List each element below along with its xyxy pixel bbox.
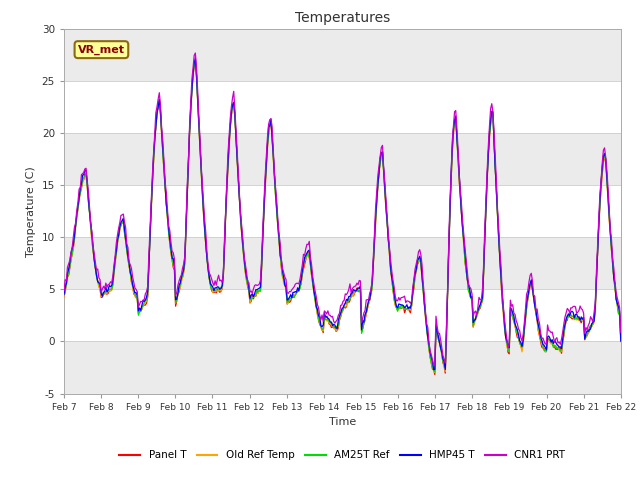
Bar: [64, 289, 621, 341]
Y-axis label: Temperature (C): Temperature (C): [26, 166, 36, 257]
Text: VR_met: VR_met: [78, 45, 125, 55]
Bar: [64, 133, 621, 185]
Bar: [64, 237, 621, 289]
Title: Temperatures: Temperatures: [295, 11, 390, 25]
Bar: [64, 341, 621, 394]
X-axis label: Time: Time: [329, 417, 356, 427]
Bar: [64, 185, 621, 237]
Bar: [64, 29, 621, 81]
Legend: Panel T, Old Ref Temp, AM25T Ref, HMP45 T, CNR1 PRT: Panel T, Old Ref Temp, AM25T Ref, HMP45 …: [115, 446, 570, 465]
Bar: [64, 81, 621, 133]
